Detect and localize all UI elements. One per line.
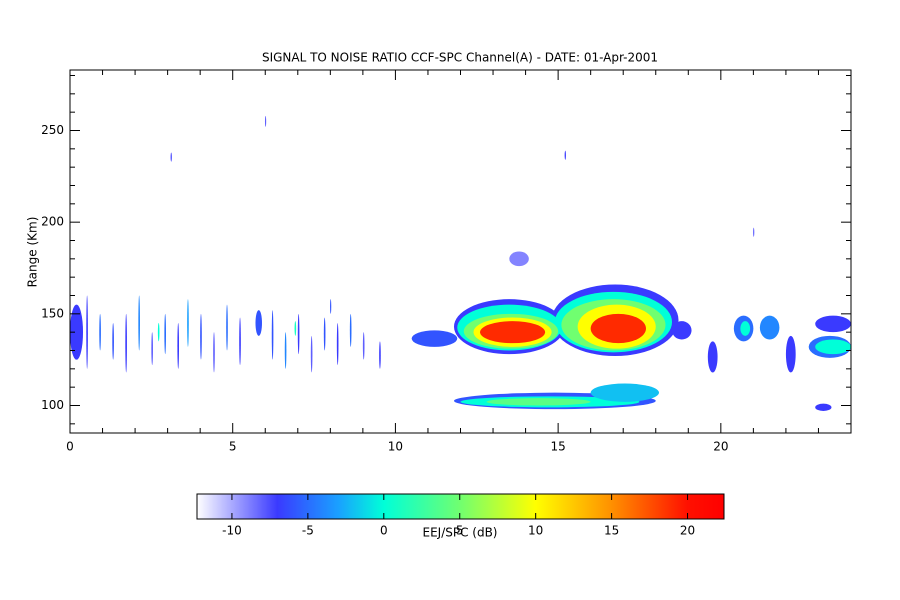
echo-cell <box>323 317 326 351</box>
y-tick-label: 250 <box>41 123 64 137</box>
echo-cell <box>70 304 84 360</box>
echo-cell <box>164 313 166 355</box>
echo-cell <box>284 332 287 369</box>
colorbar-tick-label: 20 <box>680 524 695 538</box>
echo-cell <box>753 227 755 237</box>
echo-cell <box>336 323 339 366</box>
y-tick-label: 150 <box>41 306 64 320</box>
echo-cell <box>177 323 180 369</box>
colorbar-label: EEJ/SPC (dB) <box>422 526 497 540</box>
echo-cell <box>112 323 114 360</box>
echo-cell <box>815 315 851 333</box>
y-tick-label: 100 <box>41 398 64 412</box>
colorbar-tick-label: -5 <box>302 524 314 538</box>
y-axis-label: Range (Km) <box>26 217 40 288</box>
echo-cell <box>740 321 751 336</box>
echo-cell <box>125 313 127 373</box>
echo-cell <box>815 339 851 355</box>
colorbar-tick-label: 0 <box>380 524 388 538</box>
echo-cell <box>411 330 458 347</box>
echo-cell <box>349 313 352 347</box>
colorbar-tick-label: -10 <box>222 524 242 538</box>
x-tick-label: 20 <box>713 440 728 454</box>
echo-cell <box>271 310 274 360</box>
echo-cell <box>297 313 300 355</box>
echo-cell <box>187 299 189 347</box>
echo-cell <box>213 332 215 373</box>
echo-cell <box>707 341 718 373</box>
colorbar-tick-label: 5 <box>456 524 464 538</box>
echo-cell <box>330 299 332 314</box>
colorbar-tick-label: 15 <box>604 524 619 538</box>
echo-cell <box>785 335 796 373</box>
echo-cell <box>151 332 153 366</box>
echo-cell <box>264 115 267 127</box>
echo-cell <box>255 310 262 336</box>
x-tick-label: 0 <box>66 440 74 454</box>
x-tick-label: 15 <box>550 440 565 454</box>
echo-cell <box>509 251 529 267</box>
colorbar <box>196 493 725 520</box>
x-tick-label: 10 <box>388 440 403 454</box>
echo-cell <box>379 341 381 369</box>
echo-cell <box>590 313 646 344</box>
echo-cell <box>170 152 172 162</box>
echo-cell <box>226 304 228 351</box>
plot-frame <box>69 69 852 434</box>
echo-cell <box>86 295 88 369</box>
colorbar-tick-label: 10 <box>528 524 543 538</box>
echo-cell <box>200 313 202 360</box>
echo-cell <box>759 315 780 340</box>
x-tick-label: 5 <box>229 440 237 454</box>
chart-title: SIGNAL TO NOISE RATIO CCF-SPC Channel(A)… <box>262 51 658 65</box>
plot-area <box>70 115 851 412</box>
echo-cell <box>672 321 692 340</box>
echo-cell <box>239 317 241 366</box>
echo-cell <box>590 383 660 402</box>
echo-cell <box>99 313 101 351</box>
echo-cell <box>815 403 832 412</box>
echo-cell <box>138 295 140 351</box>
echo-cell <box>564 150 566 160</box>
echo-cell <box>486 398 591 406</box>
y-tick-label: 200 <box>41 215 64 229</box>
echo-cell <box>310 335 313 373</box>
echo-cell <box>362 332 365 360</box>
echo-cell <box>294 321 297 336</box>
echo-cell <box>480 321 546 344</box>
echo-cell <box>157 323 160 342</box>
